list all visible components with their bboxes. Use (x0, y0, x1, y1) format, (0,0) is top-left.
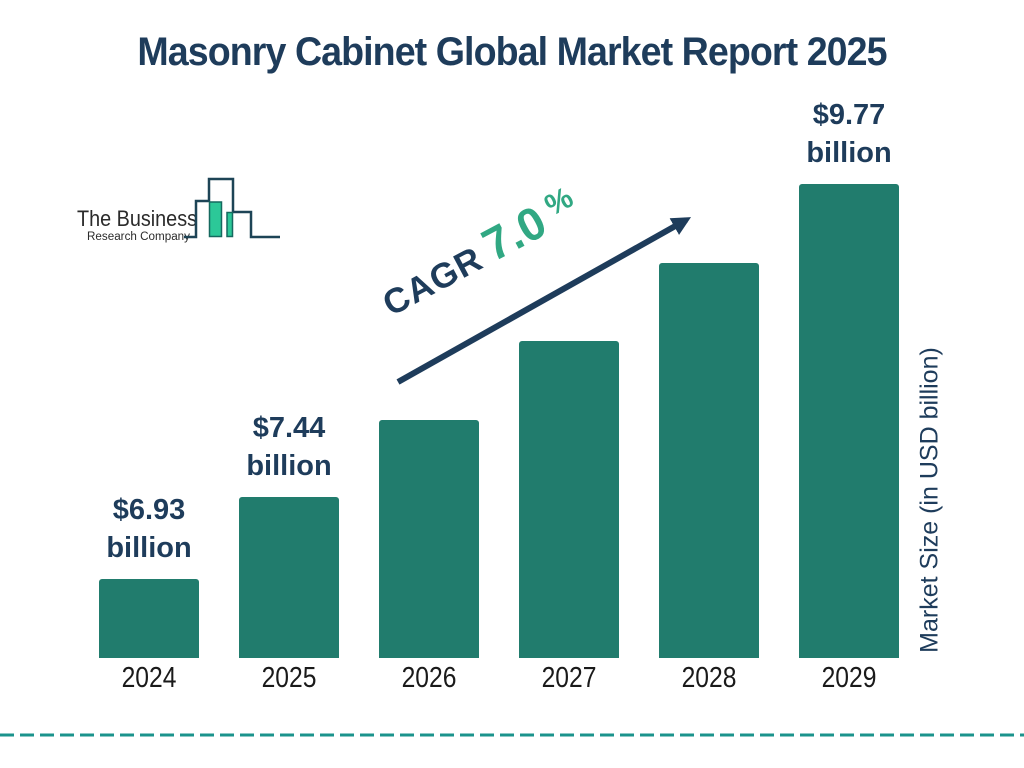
x-tick-label-2027: 2027 (541, 662, 597, 694)
bar-2029 (799, 184, 899, 658)
page-title: Masonry Cabinet Global Market Report 202… (137, 30, 887, 74)
logo-text-line1: The Business (77, 206, 197, 231)
x-tick-label-2029: 2029 (821, 662, 877, 694)
value-label-2024: $6.93 billion (106, 494, 192, 564)
logo-bar-chart-icon: The Business Research Company (77, 177, 280, 243)
x-tick-label-2028: 2028 (681, 662, 737, 694)
x-tick-label-2024: 2024 (121, 662, 177, 694)
x-tick-label-2025: 2025 (261, 662, 317, 694)
bar-2027 (519, 341, 619, 658)
bar-2024 (99, 579, 199, 658)
company-logo: The Business Research Company (75, 170, 287, 250)
logo-skyline-outline (184, 177, 280, 239)
logo-filled-bar-small (226, 211, 234, 238)
logo-text-line2: Research Company (87, 231, 190, 243)
y-axis-label: Market Size (in USD billion) (915, 347, 944, 653)
bar-2025 (239, 497, 339, 658)
value-label-2029: $9.77 billion (806, 99, 892, 169)
bar-2026 (379, 419, 479, 658)
value-label-2025: $7.44 billion (246, 412, 332, 483)
logo-filled-bar-large (208, 201, 223, 238)
x-tick-label-2026: 2026 (401, 662, 457, 694)
bar-2028 (659, 263, 759, 658)
